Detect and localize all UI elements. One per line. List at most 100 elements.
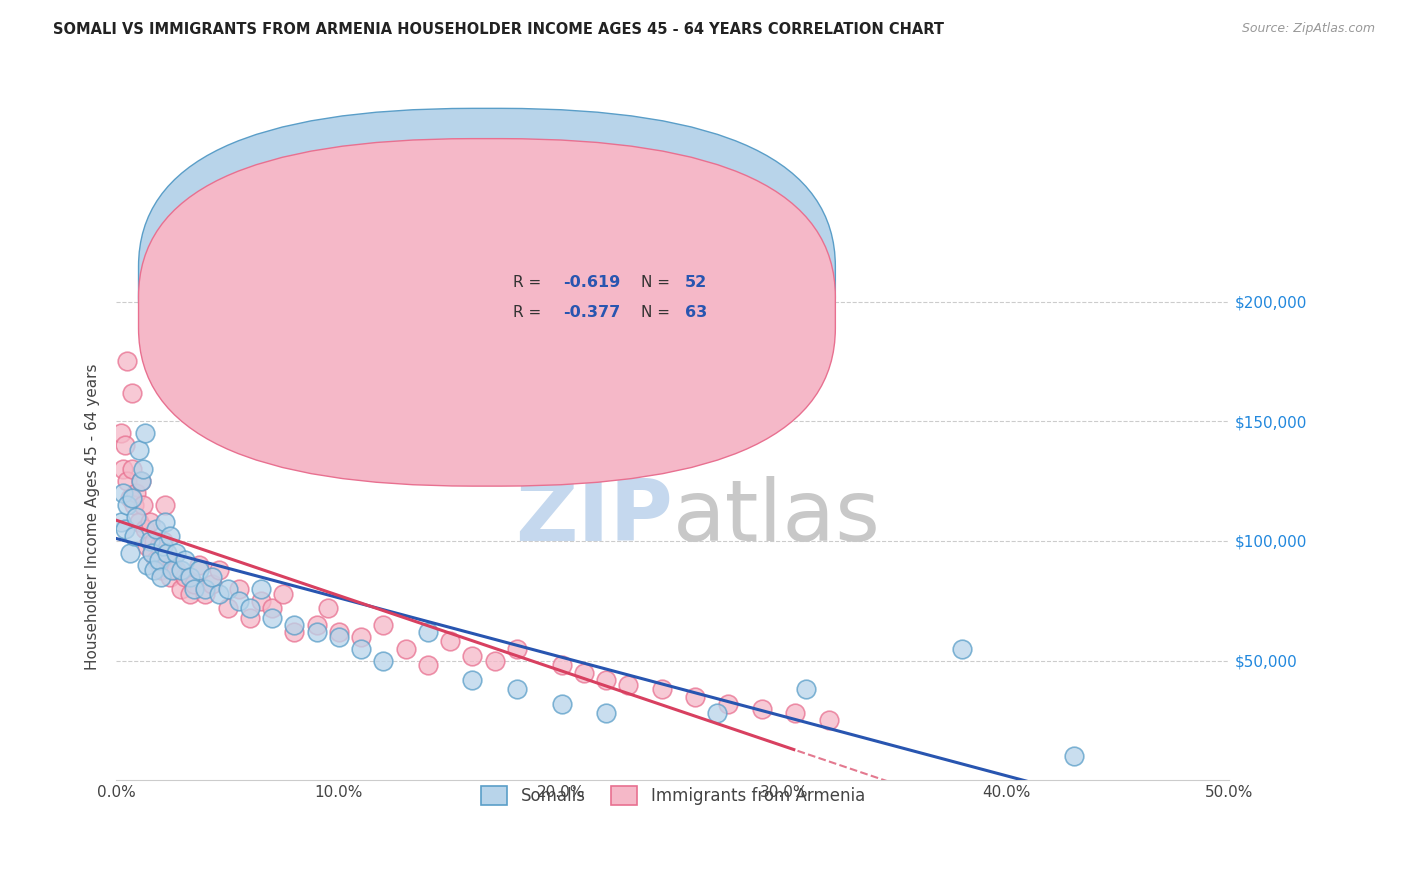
Point bbox=[717, 697, 740, 711]
Point bbox=[751, 701, 773, 715]
Point bbox=[550, 697, 572, 711]
Point bbox=[305, 617, 328, 632]
Point bbox=[373, 617, 395, 632]
Text: atlas: atlas bbox=[673, 475, 880, 558]
Point bbox=[118, 491, 141, 505]
Point bbox=[595, 706, 617, 721]
Point bbox=[183, 582, 205, 596]
Point bbox=[484, 654, 506, 668]
Point bbox=[136, 558, 159, 572]
Point bbox=[122, 498, 145, 512]
Point bbox=[152, 533, 174, 548]
Point bbox=[373, 654, 395, 668]
Point bbox=[128, 515, 150, 529]
Text: -0.619: -0.619 bbox=[562, 275, 620, 290]
Point bbox=[461, 648, 484, 663]
Point bbox=[110, 515, 132, 529]
Point bbox=[651, 682, 673, 697]
Point bbox=[110, 426, 132, 441]
Text: SOMALI VS IMMIGRANTS FROM ARMENIA HOUSEHOLDER INCOME AGES 45 - 64 YEARS CORRELAT: SOMALI VS IMMIGRANTS FROM ARMENIA HOUSEH… bbox=[53, 22, 945, 37]
Point bbox=[572, 665, 595, 680]
Text: 63: 63 bbox=[685, 305, 707, 320]
Point bbox=[117, 354, 139, 368]
Point bbox=[201, 577, 224, 591]
Point bbox=[179, 570, 201, 584]
Point bbox=[121, 385, 143, 400]
Point bbox=[145, 522, 167, 536]
Point bbox=[159, 529, 181, 543]
Point bbox=[328, 624, 350, 639]
Point bbox=[160, 563, 183, 577]
Point bbox=[1063, 749, 1085, 764]
Point bbox=[506, 641, 529, 656]
Point bbox=[141, 546, 163, 560]
Point bbox=[117, 498, 139, 512]
Point bbox=[283, 617, 305, 632]
Point bbox=[283, 624, 305, 639]
Point bbox=[122, 529, 145, 543]
Point bbox=[125, 510, 148, 524]
Point bbox=[395, 641, 418, 656]
Point bbox=[350, 630, 373, 644]
Point bbox=[156, 553, 179, 567]
Point bbox=[239, 610, 262, 624]
Point bbox=[316, 601, 339, 615]
Point bbox=[217, 582, 239, 596]
Point bbox=[250, 594, 273, 608]
Point bbox=[217, 601, 239, 615]
Point bbox=[439, 634, 461, 648]
Point bbox=[121, 462, 143, 476]
Point bbox=[187, 558, 209, 572]
Point bbox=[149, 563, 172, 577]
Point bbox=[194, 587, 217, 601]
Text: -0.377: -0.377 bbox=[562, 305, 620, 320]
Point bbox=[111, 486, 134, 500]
Point bbox=[145, 553, 167, 567]
Point bbox=[128, 443, 150, 458]
Point bbox=[132, 462, 155, 476]
Point bbox=[416, 624, 439, 639]
Point bbox=[239, 601, 262, 615]
Point bbox=[194, 582, 217, 596]
Point bbox=[143, 563, 166, 577]
Point bbox=[179, 587, 201, 601]
Point bbox=[305, 624, 328, 639]
Text: ZIP: ZIP bbox=[515, 475, 673, 558]
Point bbox=[111, 462, 134, 476]
Legend: Somalis, Immigrants from Armenia: Somalis, Immigrants from Armenia bbox=[474, 779, 872, 812]
Point bbox=[118, 546, 141, 560]
Point bbox=[183, 577, 205, 591]
Point bbox=[148, 539, 170, 553]
Point bbox=[262, 601, 284, 615]
Point bbox=[595, 673, 617, 687]
Point bbox=[132, 498, 155, 512]
FancyBboxPatch shape bbox=[139, 138, 835, 486]
Text: R =: R = bbox=[513, 275, 546, 290]
Point bbox=[201, 570, 224, 584]
Point bbox=[817, 714, 839, 728]
Point bbox=[134, 426, 156, 441]
FancyBboxPatch shape bbox=[454, 264, 727, 330]
Point bbox=[174, 553, 197, 567]
Point bbox=[187, 563, 209, 577]
Point bbox=[170, 563, 193, 577]
Point bbox=[159, 570, 181, 584]
Point bbox=[143, 533, 166, 548]
Point bbox=[950, 641, 973, 656]
Y-axis label: Householder Income Ages 45 - 64 years: Householder Income Ages 45 - 64 years bbox=[86, 364, 100, 670]
Point bbox=[461, 673, 484, 687]
Point bbox=[152, 539, 174, 553]
Point bbox=[138, 515, 160, 529]
Point bbox=[170, 582, 193, 596]
FancyBboxPatch shape bbox=[139, 108, 835, 456]
Point bbox=[114, 438, 136, 452]
Text: 52: 52 bbox=[685, 275, 707, 290]
Point bbox=[271, 587, 294, 601]
Point bbox=[136, 539, 159, 553]
Point bbox=[156, 546, 179, 560]
Point bbox=[174, 570, 197, 584]
Point bbox=[114, 522, 136, 536]
Point bbox=[155, 498, 177, 512]
Point bbox=[125, 486, 148, 500]
Point bbox=[416, 658, 439, 673]
